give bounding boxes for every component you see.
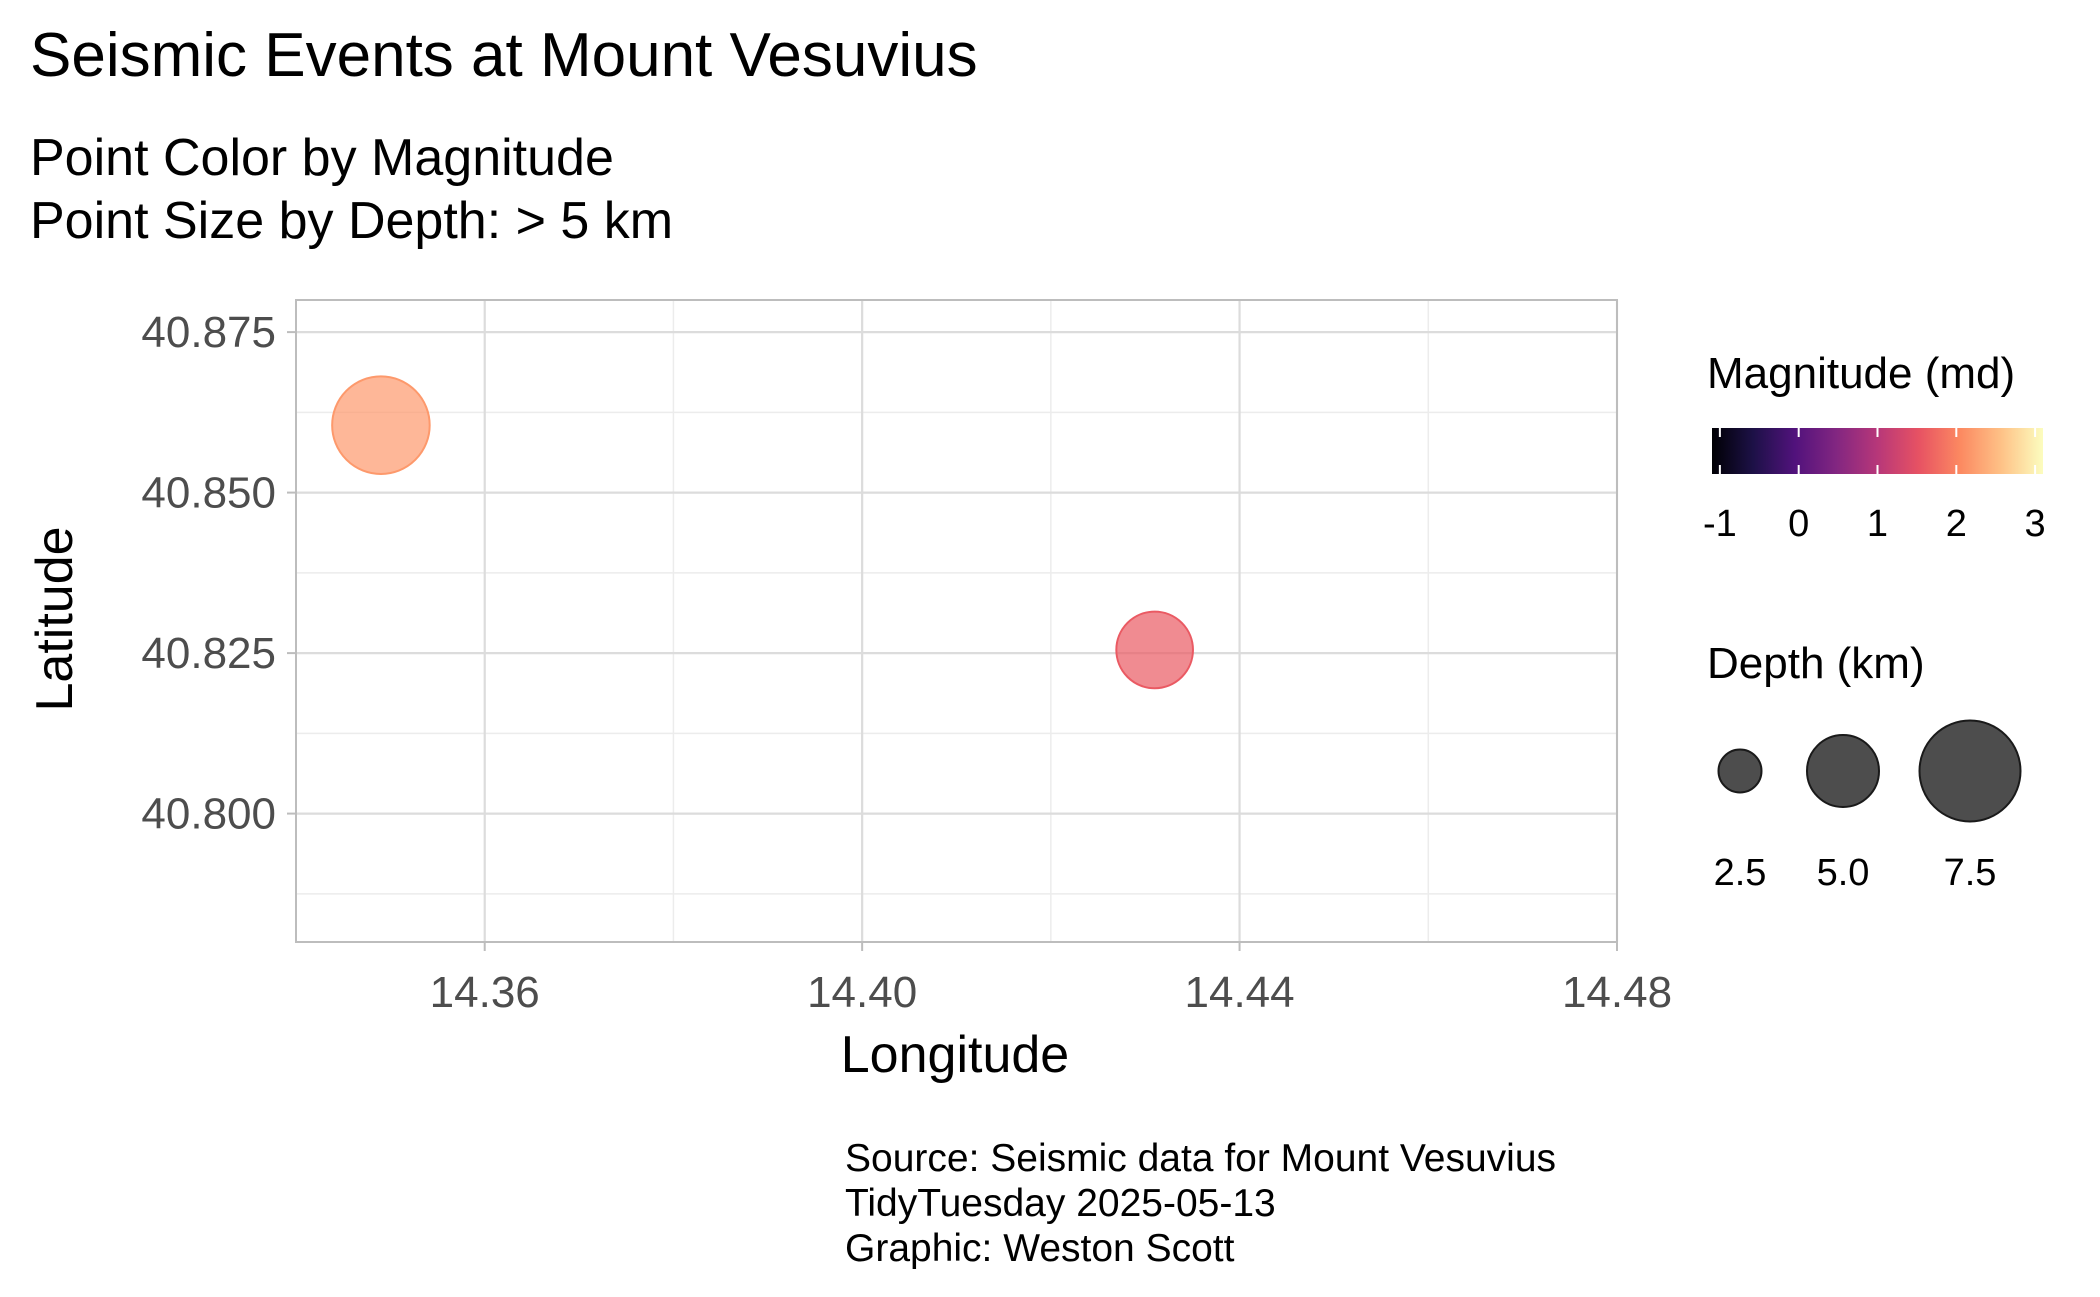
y-axis-ticks: 40.800 40.825 40.850 40.875 xyxy=(141,308,296,839)
panel-border xyxy=(295,299,1618,943)
y-tick-label: 40.825 xyxy=(141,629,276,678)
chart-subtitle-line-2: Point Size by Depth: > 5 km xyxy=(30,192,673,250)
depth-legend-title: Depth (km) xyxy=(1707,639,1925,688)
x-tick-label: 14.40 xyxy=(807,968,917,1017)
depth-legend-keys: 2.5 5.0 7.5 xyxy=(1714,719,2022,894)
depth-legend-key xyxy=(1918,719,2022,823)
caption-line-3: Graphic: Weston Scott xyxy=(845,1227,1235,1270)
seismic-event-point xyxy=(1115,610,1194,690)
colorbar-tick-label: -1 xyxy=(1703,503,1737,545)
magnitude-colorbar-ticks: -1 0 1 2 3 xyxy=(1703,428,2046,545)
x-tick-label: 14.44 xyxy=(1185,968,1295,1017)
chart-subtitle-line-1: Point Color by Magnitude xyxy=(30,129,614,187)
x-axis-ticks: 14.36 14.40 14.44 14.48 xyxy=(430,942,1672,1017)
depth-legend: Depth (km) 2.5 5.0 7.5 xyxy=(1707,639,2022,894)
x-axis-label: Longitude xyxy=(841,1026,1069,1084)
major-gridlines xyxy=(296,300,1619,942)
x-tick-label: 14.36 xyxy=(430,968,540,1017)
seismic-event-point xyxy=(331,375,431,475)
magnitude-legend: Magnitude (md) -1 0 1 2 3 xyxy=(1703,349,2046,545)
chart-title: Seismic Events at Mount Vesuvius xyxy=(30,21,978,90)
y-tick-label: 40.800 xyxy=(141,790,276,839)
magnitude-legend-title: Magnitude (md) xyxy=(1707,349,2015,398)
data-points xyxy=(331,375,1194,690)
minor-gridlines xyxy=(296,300,1617,942)
depth-legend-key xyxy=(1717,748,1763,794)
depth-legend-label: 7.5 xyxy=(1944,852,1997,894)
caption-line-1: Source: Seismic data for Mount Vesuvius xyxy=(845,1137,1556,1180)
y-tick-label: 40.875 xyxy=(141,308,276,357)
depth-legend-label: 5.0 xyxy=(1817,852,1870,894)
colorbar-tick-label: 3 xyxy=(2025,503,2046,545)
colorbar-tick-label: 1 xyxy=(1867,503,1888,545)
colorbar-tick-label: 2 xyxy=(1946,503,1967,545)
x-tick-label: 14.48 xyxy=(1562,968,1672,1017)
plot-panel xyxy=(295,299,1619,943)
caption-line-2: TidyTuesday 2025-05-13 xyxy=(845,1182,1276,1225)
y-axis-label: Latitude xyxy=(26,526,84,711)
depth-legend-label: 2.5 xyxy=(1714,852,1767,894)
y-tick-label: 40.850 xyxy=(141,469,276,518)
colorbar-tick-label: 0 xyxy=(1788,503,1809,545)
depth-legend-key xyxy=(1806,734,1880,808)
